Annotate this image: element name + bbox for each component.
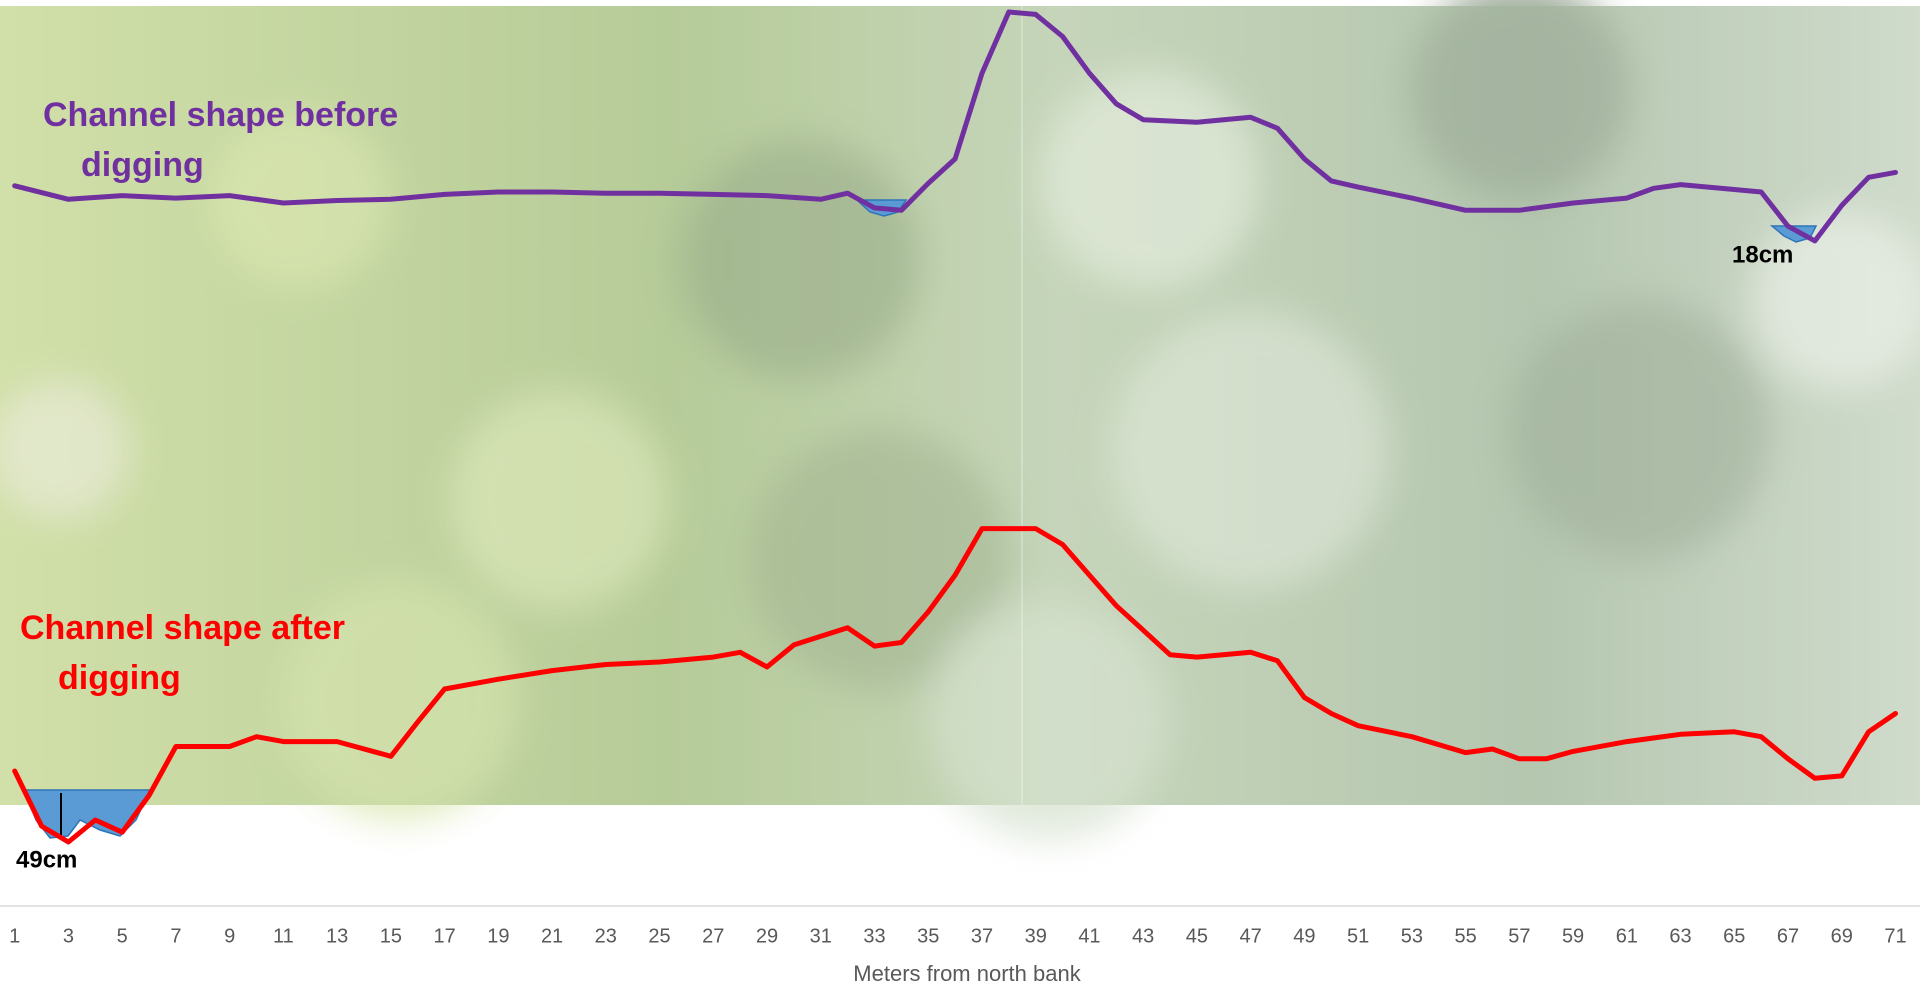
x-tick-label: 27 — [702, 925, 724, 947]
x-tick-label: 1 — [9, 925, 20, 947]
x-tick-label: 67 — [1777, 925, 1799, 947]
x-tick-label: 11 — [273, 925, 294, 947]
x-tick-label: 29 — [756, 925, 778, 947]
x-tick-label: 31 — [810, 925, 832, 947]
x-tick-label: 53 — [1401, 925, 1423, 947]
x-axis-label: Meters from north bank — [853, 961, 1081, 986]
x-tick-label: 7 — [170, 925, 181, 947]
x-tick-label: 9 — [224, 925, 235, 947]
x-tick-label: 19 — [487, 925, 509, 947]
x-tick-label: 59 — [1562, 925, 1584, 947]
x-tick-label: 21 — [541, 925, 563, 947]
x-tick-label: 45 — [1186, 925, 1208, 947]
series-label: Channel shape before digging — [43, 96, 399, 184]
x-tick-label: 35 — [917, 925, 939, 947]
x-tick-label: 23 — [595, 925, 617, 947]
x-tick-label: 15 — [380, 925, 402, 947]
x-tick-label: 65 — [1723, 925, 1745, 947]
x-tick-label: 25 — [648, 925, 670, 947]
x-tick-label: 17 — [433, 925, 455, 947]
x-tick-label: 55 — [1454, 925, 1476, 947]
series-label: Channel shape after digging — [20, 609, 345, 697]
x-tick-label: 13 — [326, 925, 348, 947]
x-tick-label: 71 — [1884, 925, 1906, 947]
x-tick-label: 57 — [1508, 925, 1530, 947]
annotation: 49cm — [16, 846, 77, 873]
x-tick-label: 51 — [1347, 925, 1369, 947]
x-tick-label: 5 — [117, 925, 128, 947]
series-line — [12, 526, 1898, 845]
x-tick-label: 47 — [1240, 925, 1262, 947]
x-tick-label: 49 — [1293, 925, 1315, 947]
annotation: 18cm — [1732, 241, 1793, 268]
x-tick-label: 63 — [1669, 925, 1691, 947]
x-tick-label: 69 — [1831, 925, 1853, 947]
x-tick-label: 41 — [1078, 925, 1100, 947]
x-tick-label: 39 — [1025, 925, 1047, 947]
x-tick-label: 33 — [863, 925, 885, 947]
x-tick-label: 43 — [1132, 925, 1154, 947]
series-line — [12, 9, 1898, 244]
x-tick-label: 37 — [971, 925, 993, 947]
x-tick-label: 3 — [63, 925, 74, 947]
x-tick-label: 61 — [1616, 925, 1638, 947]
